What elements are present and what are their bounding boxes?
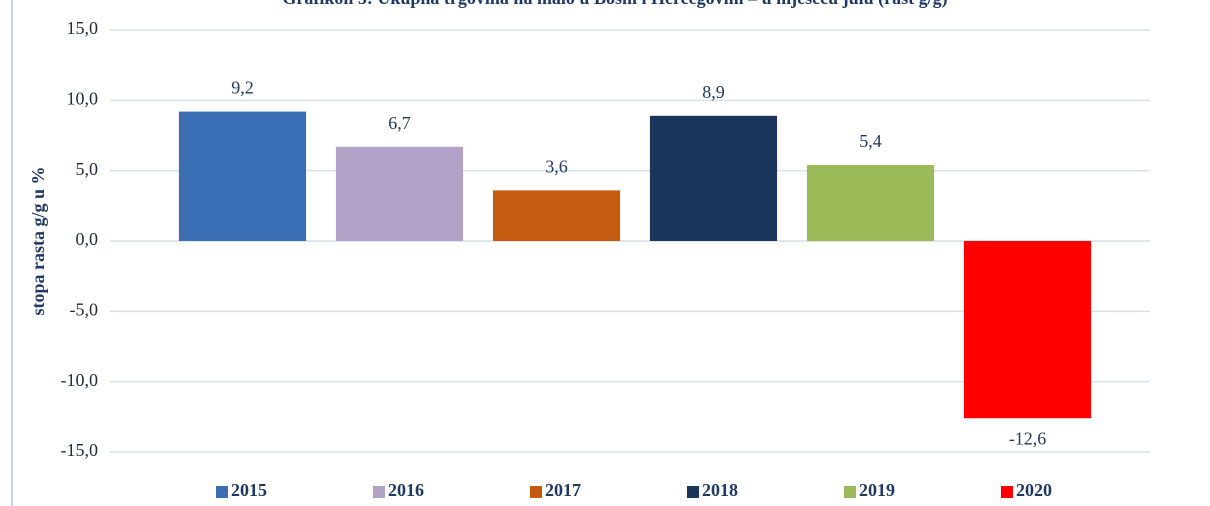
legend-label: 2015 (231, 480, 267, 500)
bar (178, 111, 307, 241)
y-tick-label: 0,0 (76, 229, 99, 249)
legend-label: 2019 (859, 480, 895, 500)
value-label: 5,4 (859, 131, 882, 151)
y-tick-label: -15,0 (61, 440, 99, 460)
bar (806, 165, 935, 241)
value-label: -12,6 (1009, 428, 1047, 448)
y-axis-label: stopa rasta g/g u % (28, 166, 48, 315)
legend-swatch (373, 486, 385, 498)
value-label: 9,2 (231, 78, 254, 98)
legend-label: 2017 (545, 480, 581, 500)
bar (649, 115, 778, 241)
value-label: 8,9 (702, 82, 725, 102)
bar (963, 241, 1092, 419)
legend-swatch (1001, 486, 1013, 498)
legend-label: 2018 (702, 480, 738, 500)
legend-swatch (530, 486, 542, 498)
y-tick-label: 15,0 (67, 18, 99, 38)
y-tick-label: 10,0 (67, 88, 99, 108)
legend-label: 2016 (388, 480, 424, 500)
bar (335, 146, 464, 241)
y-tick-label: -5,0 (70, 299, 99, 319)
y-tick-label: 5,0 (76, 159, 99, 179)
chart-title: Grafikon 5: Ukupna trgovina na malo u Bo… (282, 0, 947, 9)
bar (492, 190, 621, 241)
legend-swatch (216, 486, 228, 498)
legend-swatch (844, 486, 856, 498)
legend-swatch (687, 486, 699, 498)
value-label: 3,6 (545, 156, 568, 176)
y-tick-label: -10,0 (61, 370, 99, 390)
value-label: 6,7 (388, 113, 411, 133)
legend-label: 2020 (1016, 480, 1052, 500)
